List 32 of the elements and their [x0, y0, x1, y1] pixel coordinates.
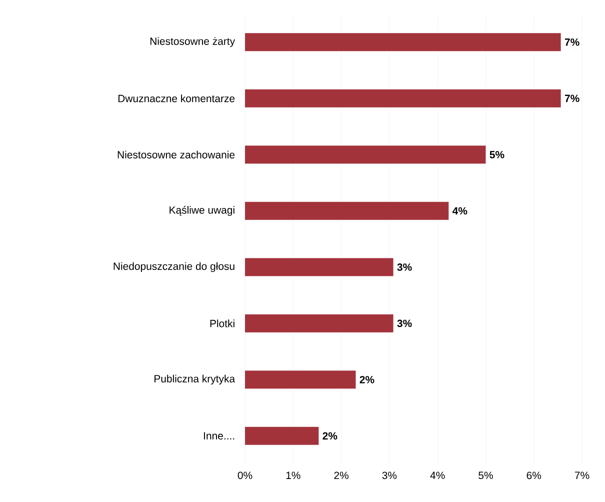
- bar: [245, 426, 319, 445]
- x-tick-label: 7%: [574, 472, 590, 480]
- bar: [245, 89, 561, 108]
- y-tick-label: Niestosowne żarty: [150, 37, 236, 48]
- data-label: 3%: [397, 263, 412, 271]
- y-tick-label: Niestosowne zachowanie: [118, 150, 235, 158]
- bar: [245, 314, 394, 332]
- y-tick-label: Inne....: [204, 432, 234, 440]
- bar: [245, 33, 561, 52]
- x-tick-label: 3%: [382, 472, 397, 480]
- data-label: 3%: [397, 320, 412, 328]
- x-tick-label: 4%: [430, 472, 445, 480]
- bar: [245, 146, 486, 164]
- data-label: 4%: [452, 207, 468, 215]
- data-label: 2%: [360, 376, 374, 384]
- data-label: 2%: [322, 432, 338, 440]
- y-tick-label: Dwuznaczne komentarze: [118, 94, 235, 102]
- y-tick-label: Plotki: [210, 320, 234, 328]
- bar: [245, 258, 394, 276]
- x-tick-label: 1%: [286, 472, 300, 480]
- x-tick-label: 5%: [478, 472, 493, 480]
- y-tick-label: Niedopuszczanie do głosu: [114, 262, 234, 272]
- x-tick-label: 0%: [238, 472, 252, 480]
- y-tick-label: Kąśliwe uwagi: [170, 206, 234, 216]
- y-tick-label: Publiczna krytyka: [154, 374, 236, 385]
- x-tick-label: 6%: [526, 472, 542, 480]
- data-label: 7%: [564, 38, 580, 46]
- bar: [245, 370, 356, 389]
- bar: [245, 202, 449, 220]
- x-tick-label: 2%: [334, 472, 348, 480]
- data-label: 5%: [490, 150, 504, 158]
- data-label: 7%: [564, 94, 580, 102]
